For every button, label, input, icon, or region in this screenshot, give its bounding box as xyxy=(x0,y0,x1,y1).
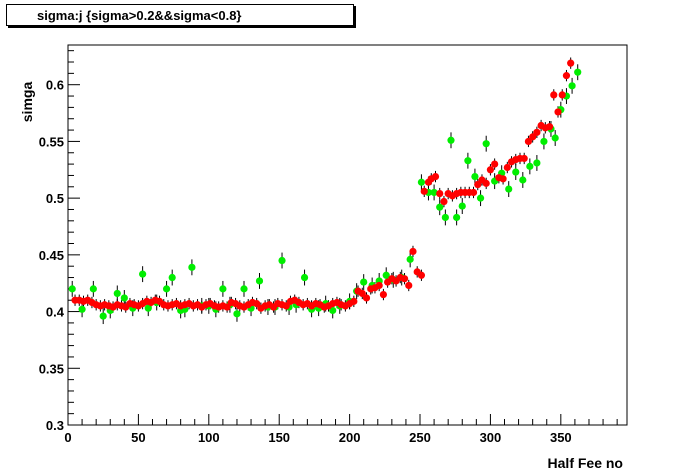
x-tick-label: 300 xyxy=(480,430,502,445)
red-data-point xyxy=(282,302,290,310)
x-axis-title: Half Fee no xyxy=(548,455,623,471)
green-data-point xyxy=(482,140,490,148)
green-data-point xyxy=(382,271,390,279)
green-data-point xyxy=(68,285,76,293)
red-data-point xyxy=(503,163,511,172)
green-data-point xyxy=(99,312,107,320)
green-data-point xyxy=(78,305,86,313)
green-data-point xyxy=(436,203,444,211)
y-tick-label: 0.5 xyxy=(46,191,64,206)
red-data-point xyxy=(499,175,507,183)
red-data-point xyxy=(482,179,490,187)
y-tick-label: 0.4 xyxy=(46,305,65,320)
green-data-point xyxy=(360,278,368,286)
green-data-point xyxy=(476,194,485,202)
green-data-point xyxy=(144,304,152,312)
green-data-point xyxy=(120,294,128,302)
y-tick-label: 0.55 xyxy=(39,134,64,149)
red-data-point xyxy=(469,188,478,197)
y-tick-label: 0.3 xyxy=(46,418,64,433)
green-data-point xyxy=(219,285,227,293)
red-data-point xyxy=(379,290,388,299)
red-data-point xyxy=(562,72,571,80)
green-data-point xyxy=(139,270,147,278)
red-data-point xyxy=(400,275,409,283)
green-data-point xyxy=(406,255,414,263)
green-data-point xyxy=(447,136,455,144)
red-data-point xyxy=(362,294,371,302)
green-data-point xyxy=(533,159,541,167)
red-data-point xyxy=(350,297,358,305)
green-data-point xyxy=(551,134,559,142)
red-data-point xyxy=(558,91,566,99)
x-tick-label: 350 xyxy=(550,430,572,445)
red-data-point xyxy=(223,303,231,311)
plot-frame xyxy=(67,44,628,426)
red-data-point xyxy=(420,187,428,195)
green-data-point xyxy=(512,168,520,176)
green-data-point xyxy=(233,310,241,318)
green-data-point xyxy=(441,213,449,222)
red-data-point xyxy=(529,133,537,141)
chart-title-box: sigma:j {sigma>0.2&&sigma<0.8} xyxy=(6,4,354,26)
green-data-point xyxy=(471,172,479,181)
red-data-point xyxy=(436,189,444,198)
red-data-point xyxy=(474,180,482,189)
green-data-point xyxy=(430,188,438,197)
green-data-point xyxy=(526,162,534,170)
red-data-point xyxy=(524,137,533,146)
green-data-point xyxy=(505,185,513,193)
green-data-point xyxy=(188,263,196,271)
x-tick-label: 100 xyxy=(198,430,220,445)
y-axis-title: simga xyxy=(19,82,35,123)
red-data-point xyxy=(375,281,383,290)
green-data-point xyxy=(168,273,176,282)
red-data-point xyxy=(405,281,413,290)
red-data-point xyxy=(431,172,440,181)
green-data-point xyxy=(574,68,582,76)
red-data-point xyxy=(520,154,528,163)
green-data-point xyxy=(329,306,337,315)
green-data-point xyxy=(540,137,548,146)
y-tick-label: 0.45 xyxy=(39,248,64,263)
green-data-point xyxy=(240,285,248,293)
x-tick-label: 250 xyxy=(409,430,431,445)
green-data-point xyxy=(162,285,171,293)
green-data-point xyxy=(89,285,97,293)
red-data-point xyxy=(545,123,554,131)
x-tick-label: 150 xyxy=(268,430,290,445)
red-data-point xyxy=(409,247,417,256)
red-data-point xyxy=(550,91,558,99)
data-points xyxy=(68,59,582,320)
red-data-point xyxy=(253,300,261,308)
red-data-point xyxy=(567,59,575,67)
y-tick-label: 0.6 xyxy=(46,78,64,93)
x-tick-label: 200 xyxy=(339,430,361,445)
green-data-point xyxy=(568,82,576,90)
red-data-point xyxy=(554,108,562,116)
x-tick-label: 0 xyxy=(64,430,71,445)
green-data-point xyxy=(519,176,527,184)
axes: 0 50 100 150 200 250 300 350 0.3 0.35 0.4 0.45 0.5 0.… xyxy=(39,50,618,445)
red-data-point xyxy=(533,128,541,136)
green-data-point xyxy=(278,256,286,265)
chart-title: sigma:j {sigma>0.2&&sigma<0.8} xyxy=(37,8,242,23)
green-data-point xyxy=(417,178,426,186)
red-data-point xyxy=(491,160,499,168)
red-data-point xyxy=(440,197,448,206)
red-data-point xyxy=(486,166,495,174)
green-data-point xyxy=(464,157,472,165)
red-data-point xyxy=(358,289,366,298)
y-tick-label: 0.35 xyxy=(39,361,64,376)
green-data-point xyxy=(458,202,466,210)
green-data-point xyxy=(255,277,264,285)
green-data-point xyxy=(113,289,121,298)
red-data-point xyxy=(417,271,426,279)
green-data-point xyxy=(300,273,309,282)
green-data-point xyxy=(453,213,461,222)
x-tick-label: 50 xyxy=(131,430,145,445)
